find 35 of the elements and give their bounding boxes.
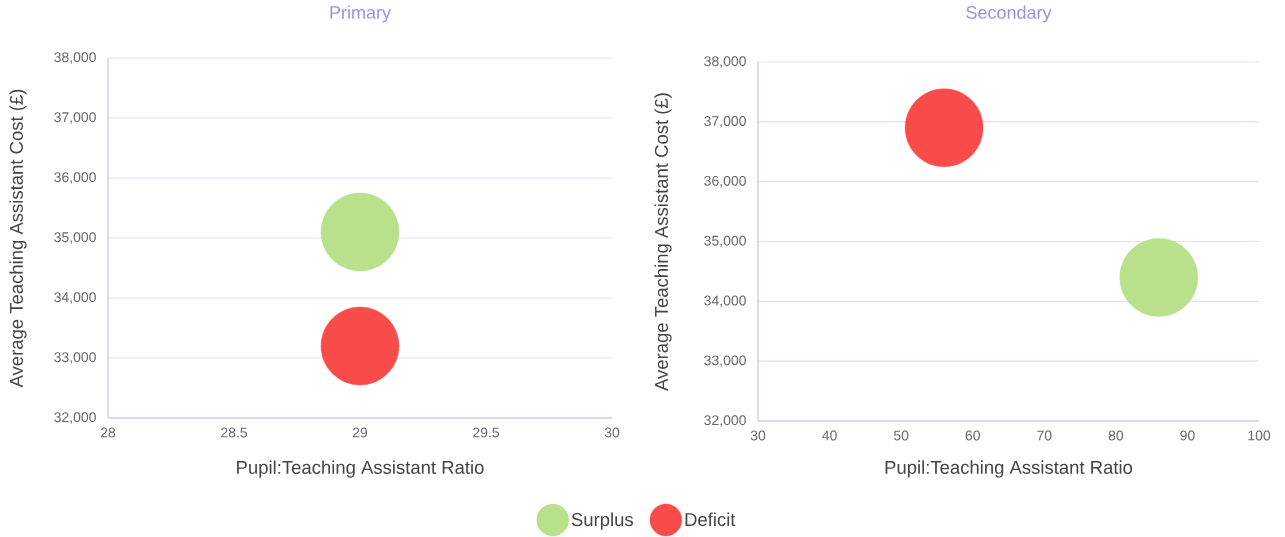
legend-label: Surplus [571, 512, 633, 530]
y-tick-label: 36,000 [704, 175, 746, 188]
x-tick-label: 60 [965, 430, 980, 441]
x-tick-label: 100 [1248, 430, 1271, 441]
y-tick-label: 32,000 [704, 415, 746, 427]
x-tick-label: 28.5 [221, 427, 248, 438]
y-axis-title: Average Teaching Assistant Cost (£) [654, 93, 672, 391]
x-axis-title: Pupil:Teaching Assistant Ratio [885, 460, 1133, 478]
chart-title: Primary [330, 5, 391, 23]
x-tick-label: 70 [1037, 430, 1052, 441]
y-tick-label: 32,000 [54, 412, 96, 424]
x-tick-label: 80 [1108, 430, 1124, 441]
legend-label: Deficit [685, 512, 736, 527]
y-tick-label: 36,000 [54, 172, 96, 184]
x-axis-title: Pupil:Teaching Assistant Ratio [237, 460, 484, 478]
chart-title: Secondary [966, 5, 1052, 23]
y-tick-label: 35,000 [704, 235, 746, 248]
y-tick-label: 37,000 [54, 112, 96, 124]
y-tick-label: 37,000 [704, 116, 746, 128]
y-tick-label: 38,000 [54, 52, 96, 64]
x-tick-label: 29.5 [473, 427, 500, 438]
y-tick-label: 35,000 [54, 232, 96, 244]
y-tick-label: 38,000 [704, 56, 746, 68]
x-tick-label: 30 [604, 427, 620, 438]
y-tick-label: 33,000 [704, 355, 746, 367]
y-tick-label: 34,000 [704, 295, 746, 308]
x-tick-label: 40 [822, 430, 837, 441]
x-tick-label: 30 [750, 430, 766, 441]
x-tick-label: 29 [352, 427, 368, 438]
x-tick-label: 90 [1180, 430, 1195, 441]
x-tick-label: 50 [893, 430, 909, 441]
y-axis-title: Average Teaching Assistant Cost (£) [9, 89, 27, 388]
y-tick-label: 33,000 [54, 352, 96, 364]
y-tick-label: 34,000 [54, 292, 96, 304]
x-tick-label: 28 [100, 427, 116, 438]
